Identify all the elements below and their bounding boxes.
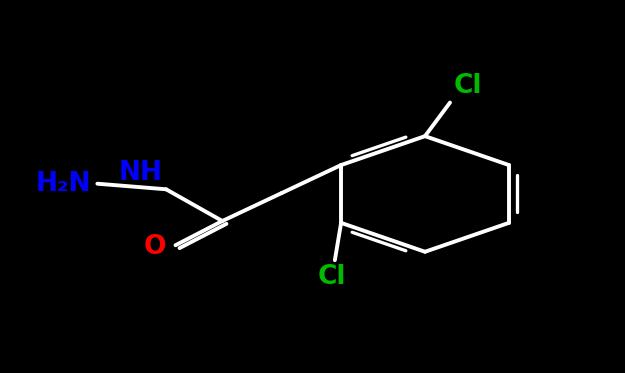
Text: H₂N: H₂N	[36, 171, 91, 197]
Text: Cl: Cl	[318, 264, 346, 290]
Text: O: O	[144, 234, 166, 260]
Text: Cl: Cl	[453, 73, 482, 99]
Text: NH: NH	[119, 160, 163, 186]
